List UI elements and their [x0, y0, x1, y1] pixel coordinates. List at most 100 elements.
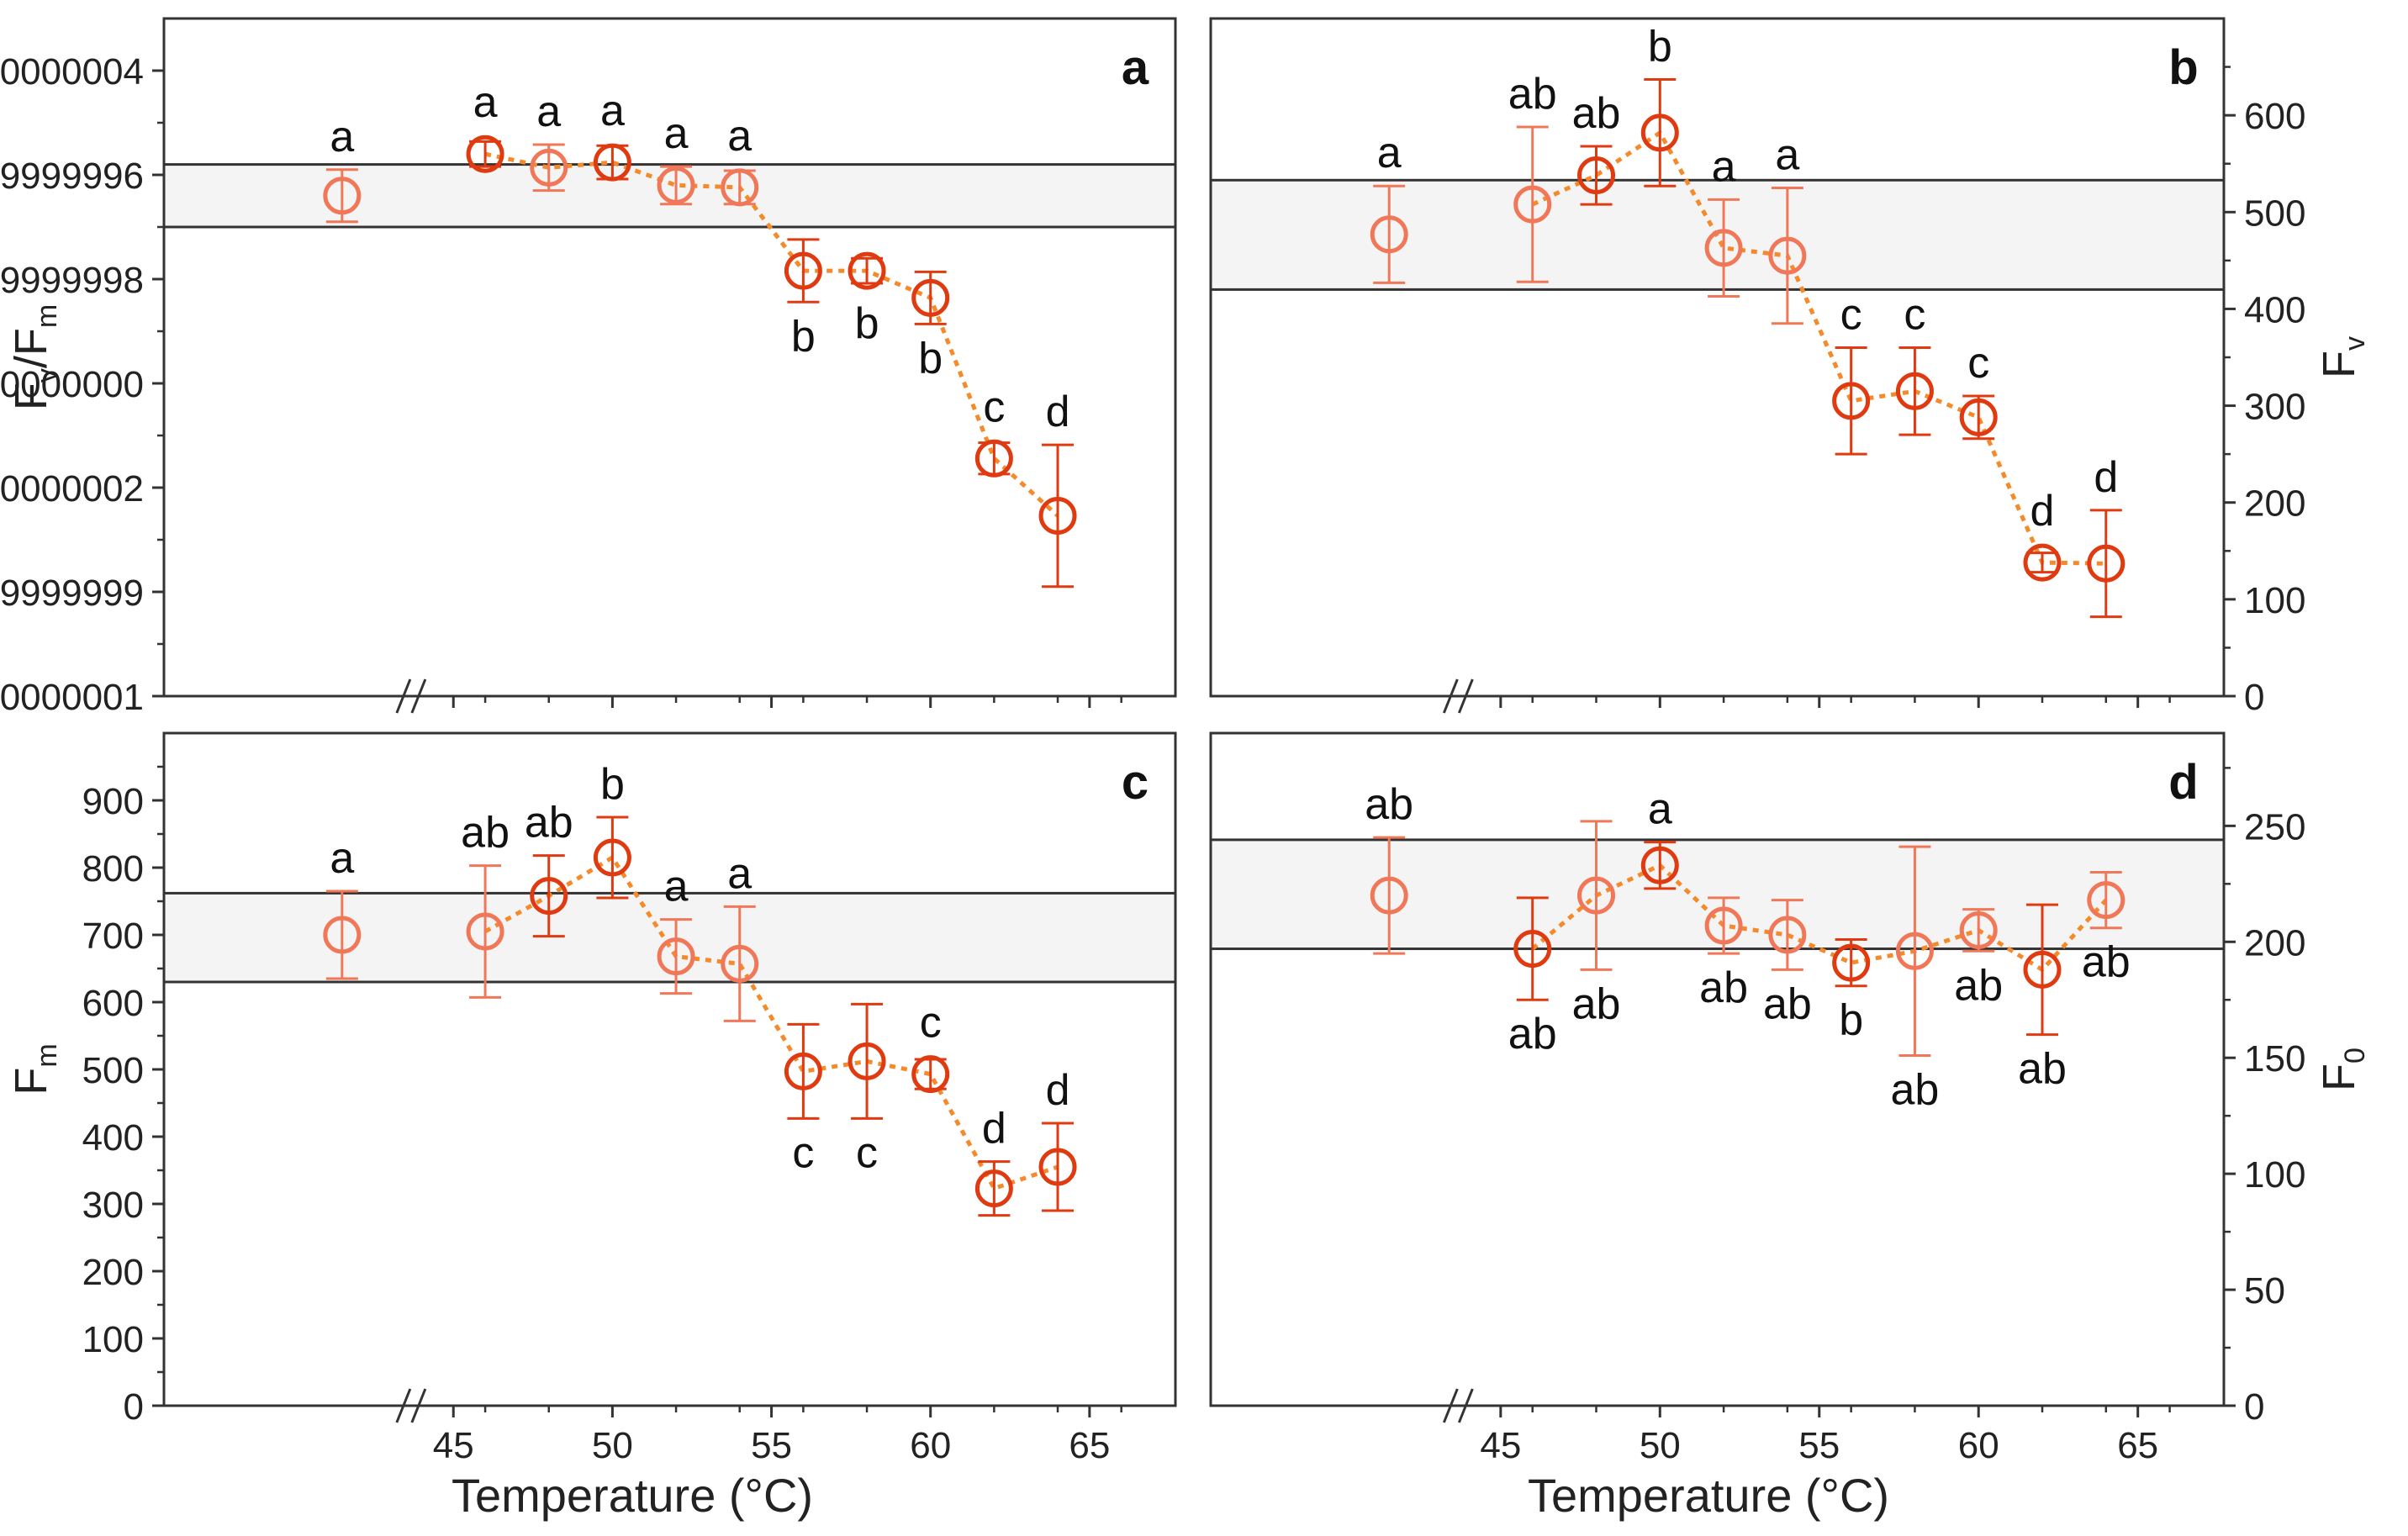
y-axis-label-part: F — [6, 1068, 56, 1095]
data-point-group: c — [784, 1022, 822, 1177]
y-tick-label: 600 — [82, 983, 144, 1024]
significance-letter: b — [1839, 996, 1863, 1045]
y-tick-label: 600 — [2244, 96, 2305, 137]
axis-break-mark — [395, 1388, 412, 1423]
axis-break-mark — [410, 678, 427, 714]
data-point — [530, 148, 568, 187]
y-axis-label-part: 0 — [2339, 1048, 2371, 1064]
x-tick-label: 50 — [592, 1425, 633, 1466]
plot-frame — [1209, 17, 2226, 698]
significance-letter: a — [536, 87, 561, 136]
data-point — [1513, 930, 1552, 969]
panel-a: 0.20000000000000001 0.29999999999999999 0.… — [0, 17, 1177, 718]
data-point-group: b — [848, 251, 886, 348]
significance-letter: ab — [2018, 1045, 2067, 1094]
data-point — [1704, 229, 1743, 267]
data-point-group: ab — [525, 799, 573, 938]
data-point-group: ab — [1508, 70, 1557, 283]
data-point-group: ab — [1763, 899, 1812, 1028]
significance-letter: ab — [1699, 963, 1748, 1012]
y-tick-label: 400 — [2244, 289, 2305, 330]
y-tick-label: 0.80000000000000004 — [0, 51, 144, 92]
data-point — [1038, 1148, 1077, 1186]
data-point-group: b — [593, 760, 631, 900]
significance-letter: a — [1648, 785, 1672, 834]
y-axis-label-part: F — [6, 383, 56, 410]
data-point — [1704, 906, 1743, 945]
y-tick-label: 0.29999999999999999 — [0, 573, 144, 614]
y-tick-label: 0 — [2244, 677, 2264, 718]
data-point — [911, 278, 950, 317]
y-tick-label: 200 — [2244, 483, 2305, 525]
significance-letter: c — [920, 999, 942, 1048]
y-axis-label-part: m — [31, 1043, 63, 1067]
significance-letter: ab — [1891, 1065, 1940, 1114]
y-tick-label: 0.40000000000000002 — [0, 468, 144, 509]
data-point — [593, 143, 631, 182]
significance-letter: d — [1046, 388, 1070, 436]
data-point-group: ab — [1954, 908, 2003, 1010]
data-point-group: d — [974, 1105, 1013, 1217]
y-axis-label: Fm — [6, 1043, 63, 1095]
y-axis-label-part: /F — [6, 328, 56, 368]
data-point — [466, 135, 504, 173]
significance-letter: d — [982, 1105, 1006, 1153]
significance-letter: a — [664, 109, 689, 158]
y-axis-label: Fv — [2314, 336, 2371, 378]
data-point — [974, 1169, 1013, 1208]
significance-letter: d — [2030, 487, 2055, 536]
data-point-group: a — [1640, 785, 1679, 890]
data-point — [784, 251, 822, 290]
axis-break-mark — [1457, 678, 1474, 714]
significance-letter: a — [1712, 142, 1736, 191]
y-tick-label: 300 — [2244, 387, 2305, 428]
y-axis-label-part: m — [31, 304, 63, 328]
data-point-group: b — [911, 270, 950, 383]
data-point-group: c — [911, 999, 950, 1094]
y-tick-label: 150 — [2244, 1038, 2305, 1079]
significance-letter: b — [918, 334, 943, 383]
y-axis-label: Fv/Fm — [6, 304, 63, 410]
data-point-group: ab — [2018, 903, 2067, 1094]
data-point-group: a — [466, 78, 504, 173]
y-tick-label: 0.50000000000000000 — [0, 364, 144, 405]
plot-frame — [162, 17, 1177, 698]
y-tick-label: 900 — [82, 781, 144, 822]
data-point-group: d — [2087, 453, 2125, 619]
y-tick-label: 0.69999999999999996 — [0, 156, 144, 197]
data-point — [466, 912, 504, 951]
data-point — [1959, 911, 1998, 949]
data-point — [848, 251, 886, 290]
significance-letter: a — [330, 834, 354, 883]
data-point — [1640, 846, 1679, 884]
x-axis-label-right: Temperature (°C) — [1528, 1469, 1889, 1522]
significance-letter: c — [856, 1128, 878, 1177]
significance-letter: b — [1648, 23, 1672, 71]
data-point-group: b — [1640, 23, 1679, 187]
data-point — [1895, 372, 1934, 410]
trend-line — [484, 151, 1059, 518]
x-tick-label: 45 — [433, 1425, 474, 1466]
significance-letter: b — [855, 299, 879, 348]
y-tick-label: 400 — [82, 1117, 144, 1159]
significance-letter: ab — [1572, 89, 1621, 138]
data-point-group: b — [784, 238, 822, 361]
data-point-group: c — [848, 1002, 886, 1177]
data-point-group: a — [657, 109, 695, 206]
data-point-group: a — [721, 112, 759, 207]
plot-frame — [162, 731, 1177, 1407]
control-band — [1209, 838, 2226, 951]
control-band — [162, 163, 1177, 229]
data-point-group: a — [1768, 131, 1807, 325]
y-tick-label: 0.59999999999999998 — [0, 260, 144, 301]
x-axis-label-left: Temperature (°C) — [452, 1469, 813, 1522]
axis-break-mark — [395, 678, 412, 714]
data-point-group: ab — [1699, 896, 1748, 1012]
panel-label: b — [2168, 40, 2198, 95]
significance-letter: c — [1967, 339, 1989, 388]
y-axis-label: F0 — [2314, 1048, 2371, 1091]
y-tick-label: 0 — [2244, 1386, 2264, 1428]
x-tick-label: 50 — [1640, 1425, 1681, 1466]
significance-letter: b — [600, 760, 625, 809]
